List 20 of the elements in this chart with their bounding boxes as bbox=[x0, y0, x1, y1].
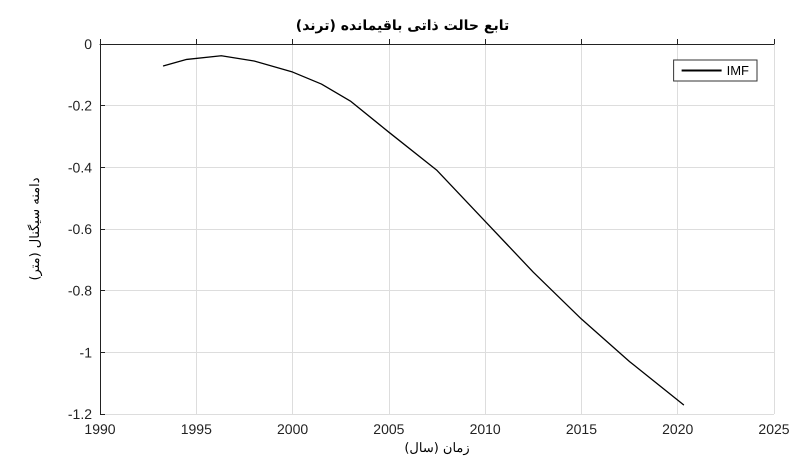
y-tick-label: -1.2 bbox=[68, 406, 92, 422]
y-axis-title: دامنه سیگنال (متر) bbox=[27, 177, 43, 281]
x-tick-label: 2010 bbox=[470, 421, 501, 437]
x-tick-label: 2015 bbox=[566, 421, 598, 437]
y-tick-label: -0.4 bbox=[68, 159, 92, 176]
x-axis-title: زمان (سال) bbox=[404, 441, 470, 456]
x-tick-label: 1995 bbox=[180, 421, 212, 437]
legend-label: IMF bbox=[726, 63, 750, 78]
x-tick-label: 1990 bbox=[84, 421, 116, 437]
chart-title: تابع حالت ذاتی باقیمانده (ترند) bbox=[296, 18, 510, 34]
line-series bbox=[162, 55, 684, 406]
y-tick-label: -0.8 bbox=[68, 282, 92, 299]
x-tick-label: 2025 bbox=[758, 421, 790, 437]
y-tick-label: -0.6 bbox=[68, 221, 92, 237]
x-tick-label: 2000 bbox=[276, 421, 308, 437]
x-tick-label: 2020 bbox=[662, 421, 694, 437]
x-tick-label: 2005 bbox=[373, 421, 405, 437]
y-tick-label: 0 bbox=[84, 36, 92, 52]
y-tick-label: -1 bbox=[80, 344, 92, 360]
y-tick-label: -0.2 bbox=[68, 98, 92, 114]
